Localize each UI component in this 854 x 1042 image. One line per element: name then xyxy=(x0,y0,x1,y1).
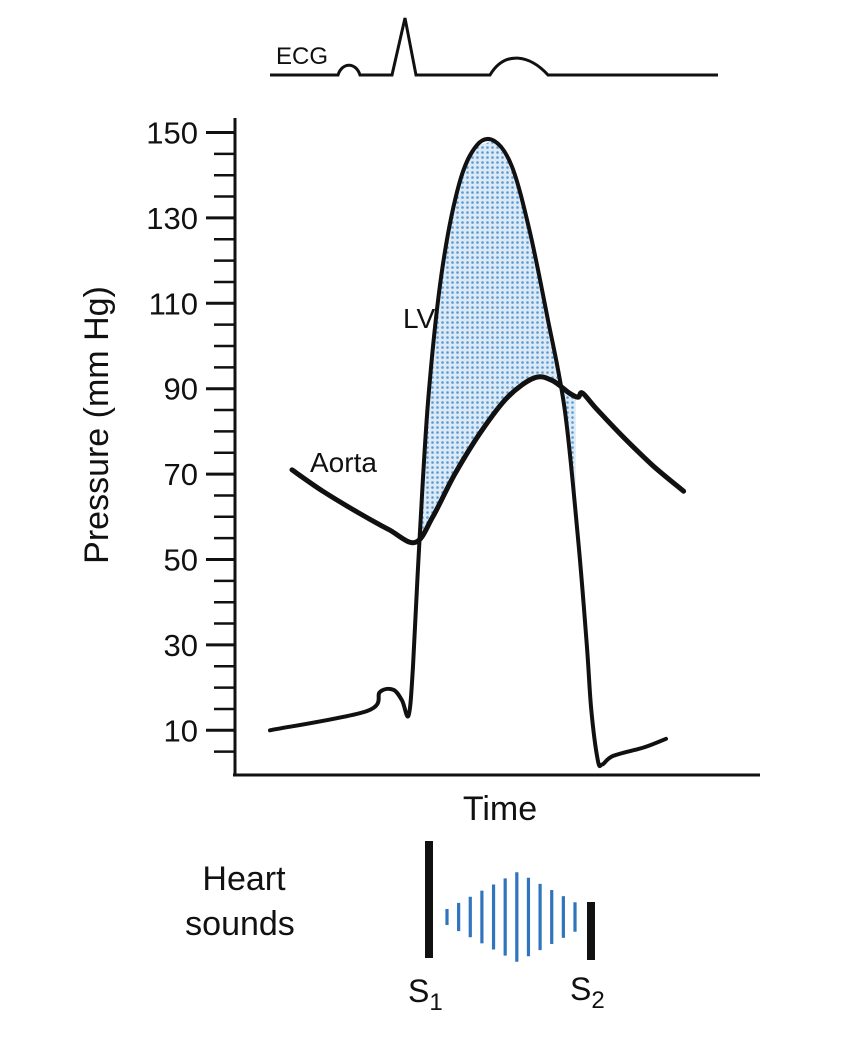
y-tick-label: 30 xyxy=(164,628,198,663)
series-label-aorta: Aorta xyxy=(310,447,377,478)
y-tick-label: 110 xyxy=(149,286,198,321)
ecg-label: ECG xyxy=(276,43,328,70)
s1-label-sub: 1 xyxy=(429,989,442,1016)
s2-label: S2 xyxy=(570,971,605,1014)
systolic-murmur xyxy=(445,872,577,962)
ecg-trace xyxy=(270,17,718,77)
y-axis-title: Pressure (mm Hg) xyxy=(78,286,116,564)
s2-bar xyxy=(587,902,595,960)
heart-sounds-label-line1: Heart xyxy=(202,860,286,898)
series-line-lv xyxy=(268,136,668,769)
s2-label-sub: 2 xyxy=(591,987,604,1014)
s1-label-main: S xyxy=(408,973,429,1009)
heart-sounds: Heart sounds S1 S2 xyxy=(185,841,605,1016)
s2-label-main: S xyxy=(570,971,591,1007)
axes: 10 30 50 70 90 110 130 150 xyxy=(146,116,760,777)
y-tick-label: 150 xyxy=(146,116,198,151)
x-axis-title: Time xyxy=(463,790,537,828)
lv-aorta-shaded-region xyxy=(419,141,576,539)
y-ticks: 10 30 50 70 90 110 130 150 xyxy=(146,116,235,753)
y-tick-label: 50 xyxy=(164,543,198,578)
series-line-aorta xyxy=(289,374,687,546)
ecg-trace-group: ECG xyxy=(270,17,718,77)
y-tick-label: 10 xyxy=(164,713,198,748)
y-tick-label: 70 xyxy=(164,457,198,492)
heart-sounds-label-line2: sounds xyxy=(185,905,295,943)
series-label-lv: LV xyxy=(403,303,435,334)
y-tick-label: 90 xyxy=(164,372,198,407)
y-tick-label: 130 xyxy=(146,201,198,236)
s1-bar xyxy=(425,841,433,958)
s1-label: S1 xyxy=(408,973,443,1016)
